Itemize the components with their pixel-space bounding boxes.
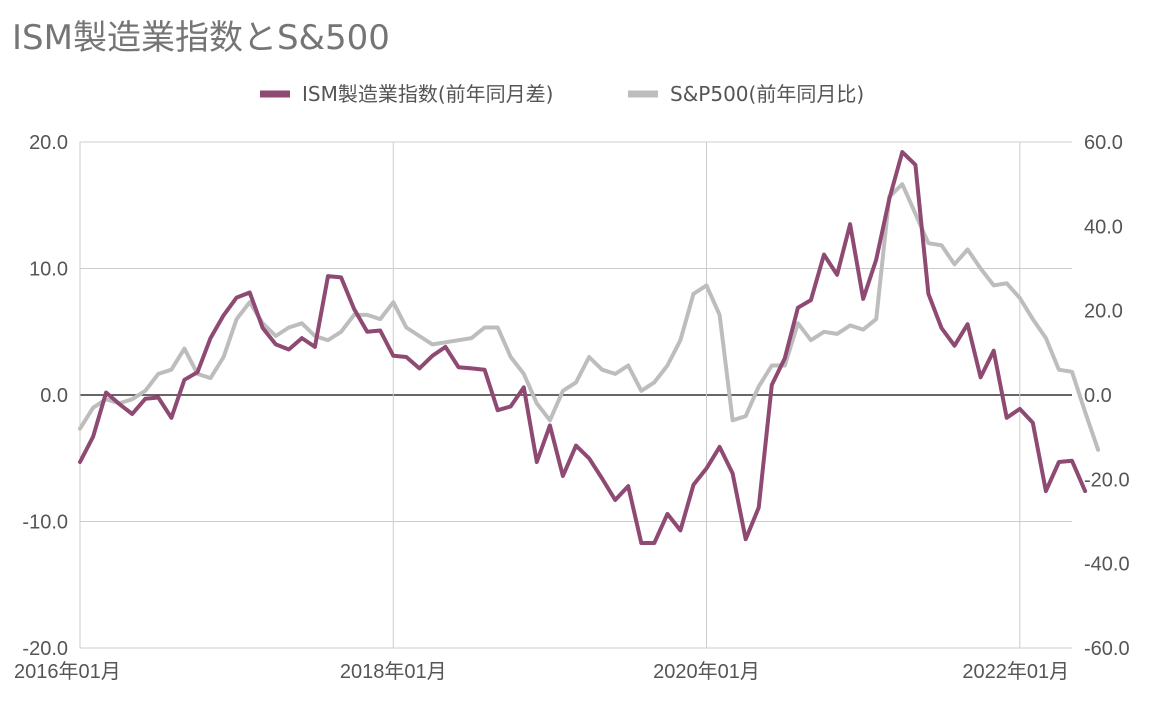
y-right-tick-label: -60.0 [1084, 638, 1130, 660]
y-right-tick-label: 40.0 [1084, 216, 1123, 238]
x-tick-label: 2018年01月 [340, 660, 447, 683]
y-right-tick-label: -20.0 [1084, 469, 1130, 491]
y-right-tick-label: 20.0 [1084, 301, 1123, 323]
y-left-tick-label: 20.0 [29, 132, 68, 154]
chart-title: ISM製造業指数とS&500 [12, 18, 390, 58]
y-right-tick-label: -40.0 [1084, 554, 1130, 576]
y-left-tick-label: -20.0 [22, 638, 68, 660]
y-left-tick-label: 10.0 [29, 259, 68, 281]
y-right-tick-label: 60.0 [1084, 132, 1123, 154]
y-left-tick-label: -10.0 [22, 512, 68, 534]
y-left-tick-label: 0.0 [40, 385, 68, 407]
x-tick-label: 2016年01月 [14, 660, 121, 683]
x-tick-label: 2022年01月 [962, 660, 1069, 683]
ism-line [78, 150, 1088, 545]
sp500-line [78, 182, 1101, 452]
x-tick-label: 2020年01月 [653, 660, 760, 683]
y-right-tick-label: 0.0 [1084, 385, 1112, 407]
legend-item-ism-label: ISM製造業指数(前年同月差) [302, 82, 553, 106]
legend-item-sp500-label: S&P500(前年同月比) [670, 82, 864, 106]
